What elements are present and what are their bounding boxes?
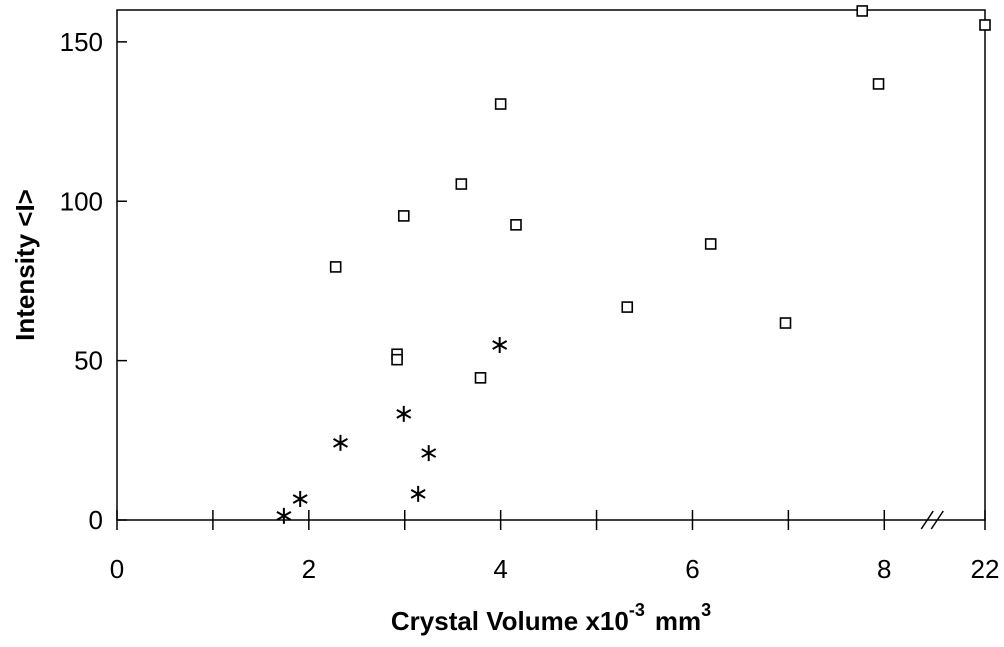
square-point xyxy=(872,78,885,90)
square-point xyxy=(979,19,991,31)
star-point xyxy=(421,445,437,462)
axis-break xyxy=(930,510,944,530)
square-point xyxy=(494,98,507,110)
square-point xyxy=(510,219,522,231)
square-point xyxy=(474,372,487,384)
square-point xyxy=(856,5,869,17)
y-tick-label: 100 xyxy=(60,186,103,216)
star-point xyxy=(276,507,292,524)
y-tick-label: 50 xyxy=(74,346,103,376)
star-point xyxy=(396,405,412,422)
y-tick-label: 0 xyxy=(89,505,103,535)
axis-break xyxy=(920,510,934,530)
plot-frame xyxy=(116,9,986,521)
square-point xyxy=(621,301,634,313)
star-point xyxy=(410,485,426,502)
x-axis-label: Crystal Volume x10-3 mm3 xyxy=(391,600,711,636)
y-axis-label: Intensity <I> xyxy=(10,189,40,341)
y-tick-label: 150 xyxy=(60,27,103,57)
x-tick-label: 2 xyxy=(302,554,316,584)
star-point xyxy=(492,337,508,354)
star-point xyxy=(292,490,308,507)
square-point xyxy=(397,210,410,222)
x-axis-label-unit-exp: 3 xyxy=(701,600,711,620)
square-point xyxy=(704,238,717,250)
x-axis-label-unit: mm xyxy=(655,606,701,636)
x-tick-label: 8 xyxy=(877,554,891,584)
x-axis-label-main: Crystal Volume x10 xyxy=(391,606,629,636)
square-point xyxy=(779,317,792,329)
square-point xyxy=(391,353,403,366)
x-tick-label: 22 xyxy=(971,554,1000,584)
square-point xyxy=(329,261,342,273)
x-tick-label: 0 xyxy=(110,554,124,584)
x-tick-label: 6 xyxy=(685,554,699,584)
square-point xyxy=(455,178,468,190)
star-point xyxy=(333,434,348,451)
x-axis-label-exp: -3 xyxy=(629,600,645,620)
x-tick-label: 4 xyxy=(493,554,507,584)
